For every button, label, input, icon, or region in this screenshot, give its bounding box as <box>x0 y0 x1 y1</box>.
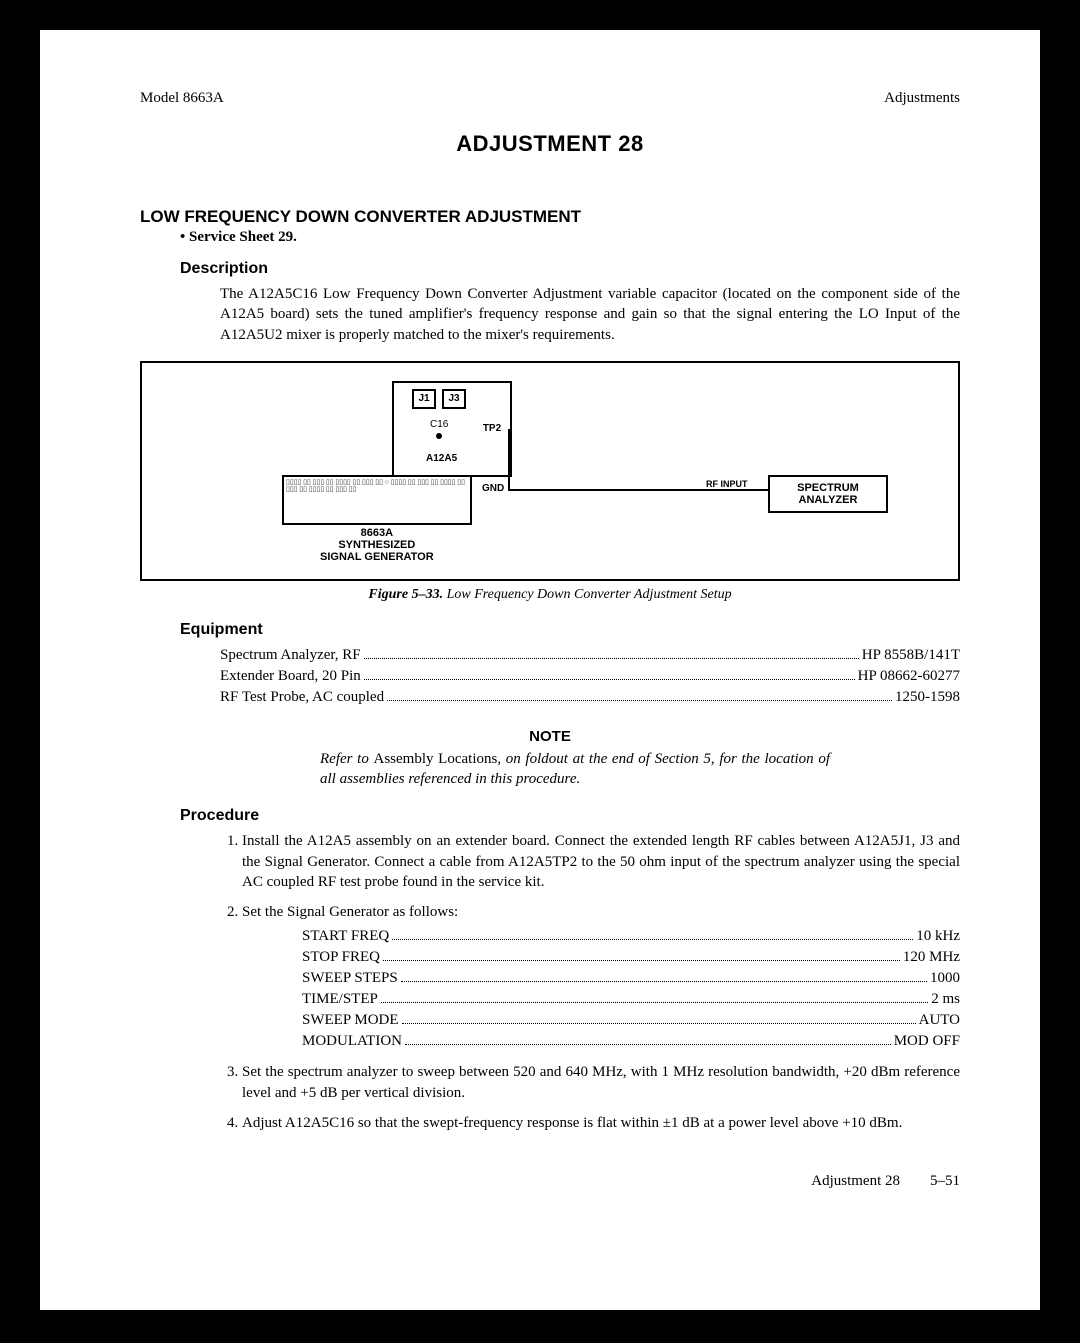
setting-row: TIME/STEP2 ms <box>302 989 960 1010</box>
diagram-line <box>508 489 768 491</box>
step2-lead: Set the Signal Generator as follows: <box>242 904 458 920</box>
equipment-value: 1250-1598 <box>895 687 960 708</box>
binder-hole <box>10 165 40 195</box>
footer-page-number: 5–51 <box>930 1173 960 1190</box>
page-header: Model 8663A Adjustments <box>140 90 960 107</box>
leader-dots <box>387 689 892 701</box>
model-label: Model 8663A <box>140 90 224 107</box>
c16-label: C16 <box>430 419 448 430</box>
gnd-label: GND <box>482 483 504 494</box>
setting-row: SWEEP STEPS1000 <box>302 968 960 989</box>
procedure-step: Set the Signal Generator as follows: STA… <box>242 902 960 1052</box>
tp2-label: TP2 <box>476 419 508 439</box>
equipment-label: Spectrum Analyzer, RF <box>220 645 361 666</box>
procedure-step: Install the A12A5 assembly on an extende… <box>242 831 960 892</box>
setting-row: STOP FREQ120 MHz <box>302 947 960 968</box>
binder-hole <box>10 1115 40 1145</box>
note-body: Refer to Assembly Locations, on foldout … <box>320 749 830 790</box>
spectrum-analyzer-box: SPECTRUM ANALYZER <box>768 475 888 513</box>
leader-dots <box>364 647 859 659</box>
setting-row: START FREQ10 kHz <box>302 926 960 947</box>
figure-caption: Figure 5–33. Low Frequency Down Converte… <box>140 587 960 603</box>
page-footer: Adjustment 28 5–51 <box>140 1173 960 1190</box>
procedure-list: Install the A12A5 assembly on an extende… <box>220 831 960 1133</box>
a12a5-label: A12A5 <box>426 453 457 464</box>
page-title: ADJUSTMENT 28 <box>140 131 960 157</box>
setting-row: MODULATIONMOD OFF <box>302 1031 960 1052</box>
instrument-caption: 8663A SYNTHESIZED SIGNAL GENERATOR <box>320 527 434 563</box>
equipment-row: Extender Board, 20 Pin HP 08662-60277 <box>220 666 960 687</box>
diagram-line <box>508 429 510 489</box>
j1-connector: J1 <box>412 389 436 409</box>
rf-input-label: RF INPUT <box>706 479 748 489</box>
footer-adjustment: Adjustment 28 <box>811 1173 900 1190</box>
equipment-heading: Equipment <box>180 621 960 639</box>
equipment-row: Spectrum Analyzer, RF HP 8558B/141T <box>220 645 960 666</box>
description-heading: Description <box>180 260 960 278</box>
equipment-label: Extender Board, 20 Pin <box>220 666 361 687</box>
c16-dot <box>436 433 442 439</box>
equipment-value: HP 8558B/141T <box>862 645 960 666</box>
setting-row: SWEEP MODEAUTO <box>302 1010 960 1031</box>
service-sheet-ref: • Service Sheet 29. <box>180 229 960 246</box>
main-heading: LOW FREQUENCY DOWN CONVERTER ADJUSTMENT <box>140 207 960 227</box>
leader-dots <box>364 668 855 680</box>
component-art: ▯▯▯▯ ▯▯ ▯▯▯ ▯▯ ▯▯▯▯ ▯▯ ▯▯▯ ▯▯ ○ ▯▯▯▯ ▯▯ … <box>286 479 466 521</box>
note-heading: NOTE <box>140 728 960 745</box>
binder-hole <box>10 640 40 670</box>
procedure-step: Adjust A12A5C16 so that the swept-freque… <box>242 1113 960 1133</box>
page: Model 8663A Adjustments ADJUSTMENT 28 LO… <box>40 30 1040 1310</box>
procedure-step: Set the spectrum analyzer to sweep betwe… <box>242 1062 960 1103</box>
section-label: Adjustments <box>884 90 960 107</box>
description-text: The A12A5C16 Low Frequency Down Converte… <box>220 284 960 345</box>
setup-figure: J1 J3 C16 A12A5 TP2 GND RF INPUT SPECTRU… <box>140 361 960 581</box>
signal-generator-settings: START FREQ10 kHz STOP FREQ120 MHz SWEEP … <box>302 926 960 1052</box>
equipment-list: Spectrum Analyzer, RF HP 8558B/141T Exte… <box>220 645 960 708</box>
equipment-value: HP 08662-60277 <box>858 666 960 687</box>
equipment-label: RF Test Probe, AC coupled <box>220 687 384 708</box>
equipment-row: RF Test Probe, AC coupled 1250-1598 <box>220 687 960 708</box>
j3-connector: J3 <box>442 389 466 409</box>
procedure-heading: Procedure <box>180 807 960 825</box>
